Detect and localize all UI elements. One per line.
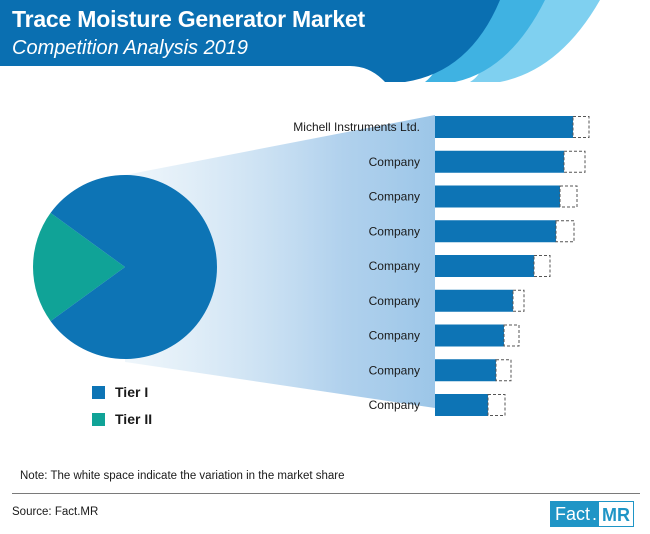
bar-label-4: Company [369,259,420,273]
footer-divider [12,493,640,494]
bar-variation-5 [512,289,525,312]
pie-slice-tier-i [50,175,217,360]
footnote: Note: The white space indicate the varia… [20,470,345,482]
chart-title: Trace Moisture Generator Market [12,6,365,32]
source-text: Source: Fact.MR [12,506,99,518]
bar-variation-7 [495,359,512,382]
legend-label-tier1: Tier I [115,384,149,400]
bar-7 [435,359,496,382]
bar-chart: Michell Instruments Ltd. Company Company Co… [293,116,590,416]
bar-1 [435,150,564,173]
bar-label-2: Company [369,190,420,204]
bar-variation-1 [563,150,586,173]
bar-label-7: Company [369,363,420,377]
bar-variation-6 [503,324,520,347]
chart-area: Michell Instruments Ltd. Company Company Co… [32,115,590,416]
bar-0 [435,116,573,138]
bar-5 [435,289,513,312]
legend-swatch-tier1 [92,385,105,399]
legend-swatch-tier2 [92,412,105,426]
bar-variation-0 [572,116,590,138]
bar-variation-4 [533,255,551,277]
logo-text-dot: . [592,501,599,527]
factmr-logo: Fact . MR [550,501,635,527]
legend-item-tier2: Tier II [92,410,152,428]
bar-label-8: Company [369,398,420,412]
header-wave-graphic [0,0,600,82]
header-banner: Trace Moisture Generator Market Competit… [0,0,650,90]
chart-subtitle: Competition Analysis 2019 [12,37,249,59]
bar-4 [435,255,534,277]
bar-variation-2 [559,185,578,208]
bar-label-0: Michell Instruments Ltd. [293,120,420,134]
legend-item-tier1: Tier I [92,383,148,401]
bar-8 [435,394,488,416]
pie-slice-tier-ii [32,212,125,322]
bar-label-5: Company [369,294,420,308]
header-band [0,0,500,82]
bar-2 [435,185,560,208]
pie-chart [32,175,217,360]
logo-text-right: MR [598,501,635,527]
bar-label-1: Company [369,155,420,169]
bar-variation-8 [487,394,506,416]
bar-variation-3 [555,220,575,243]
bar-3 [435,220,556,243]
logo-text-left: Fact [550,501,593,527]
bar-label-6: Company [369,329,420,343]
funnel-connector [125,115,435,408]
bar-label-3: Company [369,224,420,238]
legend-label-tier2: Tier II [115,411,153,427]
bar-6 [435,324,504,347]
